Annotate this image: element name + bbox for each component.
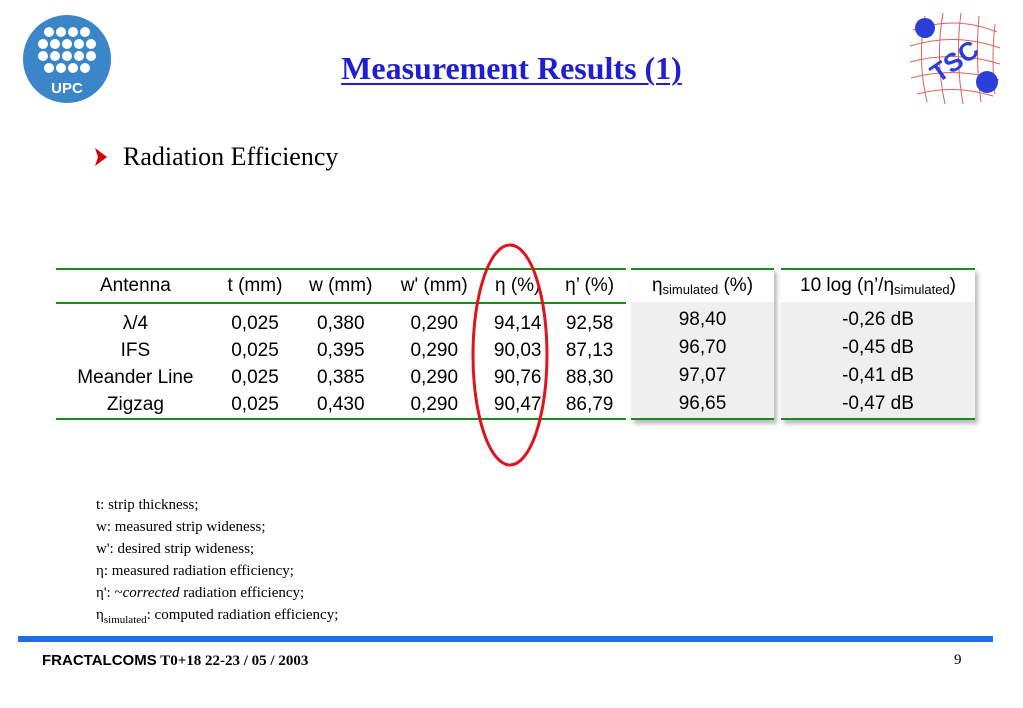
log-ratio-table: 10 log (η’/ηsimulated) -0,26 dB -0,45 dB…	[781, 268, 975, 420]
table-cell: 0,025	[231, 393, 279, 415]
column-header: w (mm)	[309, 275, 373, 296]
header-subscript: simulated	[662, 282, 719, 297]
table-cell: 87,13	[565, 339, 614, 361]
header-suffix: )	[949, 275, 956, 296]
note-line: t: strip thickness;	[96, 497, 199, 513]
note-line: η': ~corrected radiation efficiency;	[96, 582, 338, 604]
table-cell: IFS	[120, 339, 151, 361]
table-cell: λ/4	[122, 312, 149, 334]
simulated-efficiency-table: ηsimulated (%) 98,40 96,70 97,07 96,65	[631, 268, 774, 420]
header-subscript: simulated	[894, 282, 950, 297]
table-cell: 0,290	[410, 339, 459, 361]
footer-info: T0+18 22-23 / 05 / 2003	[156, 653, 309, 669]
legend-notes: t: strip thickness; w: measured strip wi…	[96, 494, 338, 631]
table-row: Zigzag 0,025 0,430 0,290 90,47 86,79	[56, 391, 626, 419]
table-cell: 0,025	[231, 366, 279, 388]
table-cell: 0,290	[410, 312, 459, 334]
chevron-right-icon	[95, 148, 107, 166]
simulated-value: 98,40	[678, 309, 727, 330]
highlight-oval	[471, 243, 549, 467]
note-line: w': desired strip wideness;	[96, 541, 255, 557]
table-cell: 0,395	[317, 339, 365, 361]
table-row: IFS 0,025 0,395 0,290 90,03 87,13	[56, 337, 626, 364]
footer-text: FRACTALCOMS T0+18 22-23 / 05 / 2003	[42, 652, 308, 670]
column-header: η (%)	[494, 275, 541, 296]
note-subscript: simulated	[103, 614, 147, 626]
note-line: w: measured strip wideness;	[96, 519, 266, 535]
table-cell: 90,76	[493, 366, 542, 388]
table-cell: 0,385	[317, 366, 365, 388]
eta-symbol: η	[96, 607, 104, 623]
table-cell: 0,290	[410, 366, 459, 388]
page-title: Measurement Results (1)	[341, 50, 682, 86]
table-cell: 88,30	[565, 366, 614, 388]
log-ratio-header: 10 log (η’/ηsimulated)	[781, 270, 975, 302]
table-cell: 92,58	[565, 312, 614, 334]
column-header: η’ (%)	[565, 275, 615, 296]
eta-symbol: η	[651, 275, 663, 296]
table-cell: 0,380	[317, 312, 365, 334]
column-header: w' (mm)	[400, 275, 468, 296]
header-prefix: 10 log (η’/η	[800, 275, 895, 296]
simulated-header: ηsimulated (%)	[631, 270, 774, 302]
header-unit: (%)	[718, 275, 754, 296]
note-text: η': ~	[96, 585, 123, 601]
table-cell: 0,025	[231, 339, 279, 361]
tsc-logo: TSC	[909, 12, 1001, 105]
footer-brand: FRACTALCOMS	[42, 652, 157, 669]
simulated-value: 97,07	[678, 365, 727, 386]
table-row: λ/4 0,025 0,380 0,290 94,14 92,58	[56, 303, 626, 337]
note-italic: corrected	[122, 585, 180, 601]
log-ratio-value: -0,41 dB	[842, 365, 914, 386]
table-cell: Meander Line	[77, 366, 194, 388]
measurement-table: Antenna t (mm) w (mm) w' (mm) η (%) η’ (…	[56, 268, 626, 420]
table-cell: 90,47	[493, 393, 542, 415]
log-ratio-value: -0,45 dB	[842, 337, 914, 358]
page-number: 9	[954, 652, 962, 668]
table-cell: 86,79	[565, 393, 614, 415]
note-text: radiation efficiency;	[179, 585, 305, 601]
note-line: ηsimulated: computed radiation efficienc…	[96, 604, 338, 631]
column-header: Antenna	[100, 275, 171, 296]
simulated-value: 96,65	[678, 393, 727, 414]
table-cell: 0,290	[410, 393, 459, 415]
table-cell: 0,430	[317, 393, 365, 415]
table-cell: 94,14	[493, 312, 542, 334]
log-ratio-value: -0,47 dB	[842, 393, 914, 414]
table-cell: 0,025	[231, 312, 279, 334]
upc-logo-text: UPC	[51, 80, 83, 97]
note-line: η: measured radiation efficiency;	[96, 563, 294, 579]
table-cell: 90,03	[493, 339, 542, 361]
simulated-value: 96,70	[678, 337, 727, 358]
table-header-row: Antenna t (mm) w (mm) w' (mm) η (%) η’ (…	[56, 269, 626, 303]
note-text: : computed radiation efficiency;	[146, 607, 339, 623]
table-row: Meander Line 0,025 0,385 0,290 90,76 88,…	[56, 364, 626, 391]
upc-logo: UPC	[23, 15, 111, 103]
column-header: t (mm)	[227, 275, 283, 296]
footer-divider	[18, 636, 993, 642]
bullet-text: Radiation Efficiency	[123, 142, 339, 171]
log-ratio-value: -0,26 dB	[842, 309, 914, 330]
table-cell: Zigzag	[106, 393, 164, 415]
